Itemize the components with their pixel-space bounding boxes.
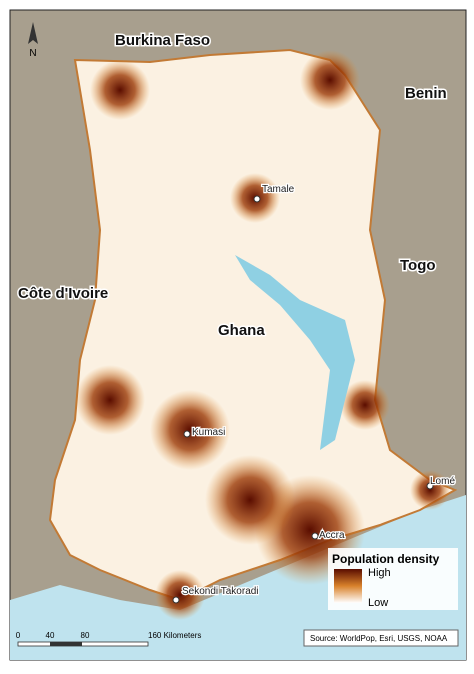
scale-tick: 160 Kilometers [148, 631, 201, 640]
city-label: Lomé [430, 476, 455, 487]
scale-bar: 0 40 80 160 Kilometers [16, 631, 201, 647]
ocean [10, 495, 466, 660]
city-label: Sekondi Takoradi [182, 586, 259, 597]
city-label: Accra [319, 530, 345, 541]
country-label: Togo [400, 257, 436, 274]
source-box [303, 629, 459, 647]
city-markers [172, 195, 434, 604]
city-label: Tamale [262, 184, 295, 195]
country-label: Ghana [218, 322, 265, 339]
country-label: Benin [405, 85, 447, 102]
legend-high: High [368, 567, 391, 579]
city-label: Kumasi [192, 427, 225, 438]
lake-volta [235, 255, 355, 450]
source: Source: WorldPop, Esri, USGS, NOAA [310, 634, 448, 643]
country-label: Côte d'Ivoire [18, 285, 108, 302]
legend: Population density High Low [328, 548, 458, 610]
scale-tick: 0 [16, 631, 21, 640]
legend-title: Population density [332, 552, 440, 566]
legend-low: Low [368, 597, 388, 609]
north-arrow: N [28, 22, 38, 59]
scale-tick: 40 [46, 631, 55, 640]
north-label: N [29, 48, 36, 59]
scale-tick: 80 [81, 631, 90, 640]
country-label: Burkina Faso [115, 32, 210, 49]
